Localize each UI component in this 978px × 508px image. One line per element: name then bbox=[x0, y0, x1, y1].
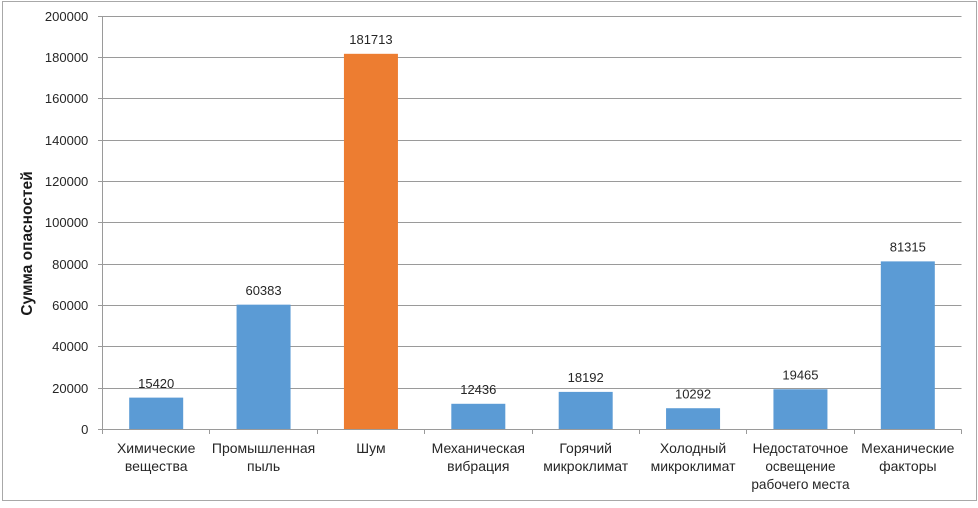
svg-text:200000: 200000 bbox=[45, 9, 88, 24]
svg-text:60383: 60383 bbox=[245, 283, 281, 298]
svg-text:Механические: Механические bbox=[861, 440, 955, 456]
svg-text:вещества: вещества bbox=[125, 458, 188, 474]
svg-text:Шум: Шум bbox=[356, 440, 385, 456]
svg-text:Горячий: Горячий bbox=[559, 440, 612, 456]
svg-text:вибрация: вибрация bbox=[447, 458, 509, 474]
svg-text:пыль: пыль bbox=[247, 458, 280, 474]
svg-text:микроклимат: микроклимат bbox=[543, 458, 629, 474]
svg-text:180000: 180000 bbox=[45, 50, 88, 65]
svg-text:18192: 18192 bbox=[568, 370, 604, 385]
svg-text:120000: 120000 bbox=[45, 174, 88, 189]
svg-text:100000: 100000 bbox=[45, 215, 88, 230]
svg-text:19465: 19465 bbox=[782, 368, 818, 383]
svg-text:40000: 40000 bbox=[52, 339, 88, 354]
svg-text:Механическая: Механическая bbox=[432, 440, 525, 456]
svg-text:160000: 160000 bbox=[45, 91, 88, 106]
svg-text:Химические: Химические bbox=[117, 440, 196, 456]
svg-text:20000: 20000 bbox=[52, 381, 88, 396]
svg-text:181713: 181713 bbox=[349, 32, 392, 47]
svg-text:рабочего места: рабочего места bbox=[751, 477, 850, 492]
svg-text:80000: 80000 bbox=[52, 257, 88, 272]
svg-text:факторы: факторы bbox=[879, 458, 936, 474]
svg-text:10292: 10292 bbox=[675, 387, 711, 402]
svg-text:12436: 12436 bbox=[460, 382, 496, 397]
svg-text:140000: 140000 bbox=[45, 133, 88, 148]
svg-text:Недостаточное: Недостаточное bbox=[753, 441, 849, 456]
svg-text:освещение: освещение bbox=[765, 459, 835, 474]
svg-text:Сумма опасностей: Сумма опасностей bbox=[19, 171, 36, 315]
svg-text:микроклимат: микроклимат bbox=[651, 458, 737, 474]
svg-text:0: 0 bbox=[81, 422, 88, 437]
svg-text:Промышленная: Промышленная bbox=[212, 440, 315, 456]
svg-text:81315: 81315 bbox=[890, 240, 926, 255]
svg-text:15420: 15420 bbox=[138, 376, 174, 391]
svg-text:60000: 60000 bbox=[52, 298, 88, 313]
svg-text:Холодный: Холодный bbox=[660, 440, 726, 456]
